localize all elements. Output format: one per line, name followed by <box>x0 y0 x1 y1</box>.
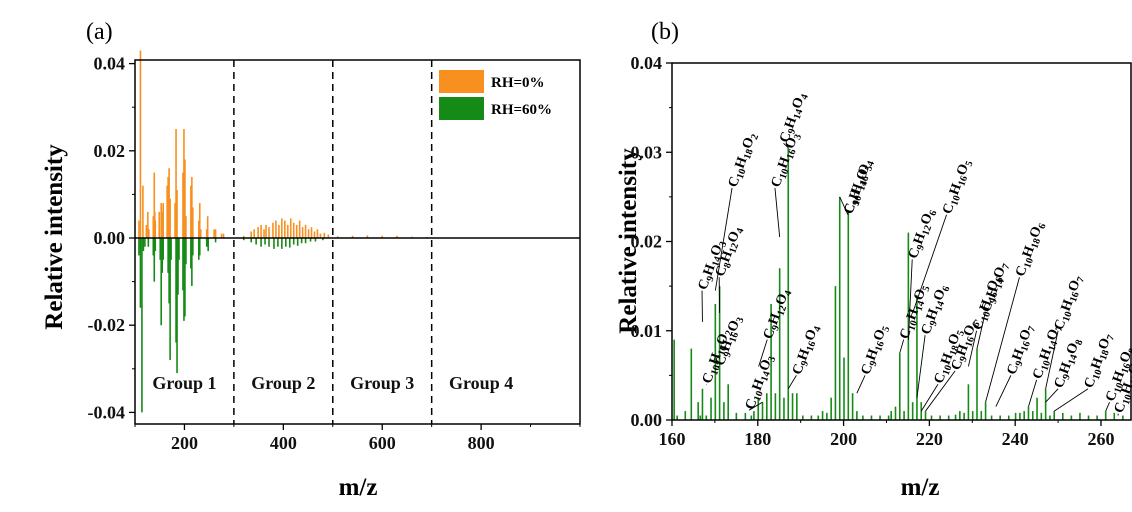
legend-label-rh60: RH=60% <box>491 102 552 118</box>
annotation-leader <box>925 370 956 412</box>
formula-label: C9H16O5 <box>859 323 893 378</box>
annotation-leader <box>1045 388 1059 403</box>
y-tick-label: -0.04 <box>88 402 126 422</box>
formula-label: C10H14O5 <box>897 282 932 341</box>
group-label: Group 3 <box>350 373 414 393</box>
y-tick-label: 0.00 <box>94 228 126 248</box>
annotation-leader <box>899 339 905 354</box>
formula-label: C10H18O6 <box>1013 220 1048 279</box>
group-label: Group 4 <box>449 373 513 393</box>
annotation-leader <box>758 339 768 367</box>
annotation-leader <box>748 401 763 411</box>
panel-a-bars <box>138 50 428 413</box>
y-tick-label: -0.02 <box>88 315 126 335</box>
formula-label: C10H18O2 <box>726 131 761 190</box>
panel-b-axes: 0.00 0.01 0.02 0.03 0.04 160 180 200 220 240 260 <box>631 53 1115 449</box>
formula-label: C9H12O6 <box>906 207 940 262</box>
formula-label: C9H16O4 <box>790 323 824 378</box>
formula-label: C10H16O7 <box>1052 274 1087 333</box>
x-tick-label: 220 <box>916 429 943 449</box>
y-tick-label: 0.01 <box>631 321 663 341</box>
annotation-leader <box>774 187 781 238</box>
legend-swatch-rh0 <box>439 70 484 93</box>
annotation-leader <box>907 259 913 340</box>
formula-label: C10H16O4 <box>842 157 877 216</box>
panel-a-legend: RH=0% RH=60% <box>439 70 552 120</box>
panel-b: (b) Relative intensity m/z C10H16O2C10H1… <box>615 19 1132 501</box>
x-tick-label: 160 <box>659 429 686 449</box>
panel-a-frame <box>134 59 581 425</box>
panel-b-bars <box>673 147 1124 420</box>
annotation-leader <box>783 142 789 149</box>
x-tick-label: 600 <box>369 433 396 453</box>
y-tick-label: 0.03 <box>631 142 663 162</box>
group-label: Group 1 <box>152 373 216 393</box>
annotation-leader <box>995 375 1012 407</box>
formula-label: C9H16O7 <box>1005 323 1039 378</box>
annotation-leader <box>1028 379 1038 407</box>
x-tick-label: 200 <box>171 433 198 453</box>
annotation-leader <box>1105 401 1110 412</box>
x-tick-label: 240 <box>1002 429 1029 449</box>
formula-label: C8H12O4 <box>713 225 747 280</box>
formula-label: C10H14O3 <box>743 353 778 412</box>
annotation-leader <box>714 187 733 291</box>
legend-label-rh0: RH=0% <box>491 75 545 91</box>
annotation-leader <box>912 214 947 314</box>
formula-label: C10H18O8 <box>1112 357 1132 416</box>
annotation-leader <box>976 312 986 349</box>
group-label: Group 2 <box>251 373 315 393</box>
annotation-leader <box>916 335 926 398</box>
formula-label: C10H16O5 <box>940 157 975 216</box>
formula-label: C9H14O4 <box>777 91 811 146</box>
annotation-leader <box>985 277 1020 403</box>
x-tick-label: 180 <box>744 429 771 449</box>
annotation-leader <box>839 196 849 215</box>
x-tick-label: 200 <box>830 429 857 449</box>
panel-b-annotations: C10H16O2C10H14O3C9H16O3C9H12O4C9H14O3C8H… <box>696 91 1132 416</box>
formula-label: C10H16O6 <box>970 274 1005 333</box>
annotation-leader <box>967 330 978 367</box>
formula-label: C9H14O6 <box>919 283 953 338</box>
y-tick-label: 0.02 <box>631 232 663 252</box>
annotation-leader <box>920 384 939 412</box>
x-tick-label: 400 <box>270 433 297 453</box>
legend-swatch-rh60 <box>439 97 484 120</box>
formula-label: C9H14O5 <box>842 162 876 217</box>
formula-label: C10H18O7 <box>1082 332 1117 391</box>
panel-b-xlabel: m/z <box>901 474 940 501</box>
y-tick-label: 0.00 <box>631 410 663 430</box>
formula-label: C9H16O3 <box>713 314 747 369</box>
formula-label: C9H16O6 <box>949 318 983 373</box>
y-tick-label: 0.04 <box>631 53 663 73</box>
annotation-leader <box>1053 388 1089 412</box>
panel-a-axes: 0.04 0.02 0.00 -0.02 -0.04 200 400 600 800 <box>88 54 581 453</box>
formula-label: C9H14O8 <box>1052 336 1086 391</box>
panel-b-ylabel: Relative intensity <box>615 148 642 334</box>
annotation-leader <box>787 375 797 389</box>
panel-a-group-dividers <box>233 60 433 424</box>
panel-a-group-labels: Group 1 Group 2 Group 3 Group 4 <box>152 373 513 393</box>
panel-b-label: (b) <box>651 19 679 45</box>
panel-a-ylabel: Relative intensity <box>41 144 68 330</box>
panel-a: (a) Relative intensity m/z Group 1 Group … <box>41 19 581 501</box>
panel-a-xlabel: m/z <box>339 474 378 501</box>
panel-a-label: (a) <box>86 19 113 45</box>
formula-label: C9H14O7 <box>979 260 1013 315</box>
formula-label: C10H16O8 <box>1103 345 1132 404</box>
formula-label: C10H18O5 <box>932 327 967 386</box>
annotation-leader <box>1045 330 1059 389</box>
y-tick-label: 0.04 <box>94 54 126 74</box>
annotation-leader <box>856 375 866 394</box>
y-tick-label: 0.02 <box>94 141 126 161</box>
x-tick-label: 260 <box>1087 429 1114 449</box>
formula-label: C9H12O4 <box>761 287 795 342</box>
formula-label: C10H16O2 <box>700 327 735 386</box>
x-tick-label: 800 <box>468 433 495 453</box>
formula-label: C10H14O7 <box>1030 323 1065 382</box>
